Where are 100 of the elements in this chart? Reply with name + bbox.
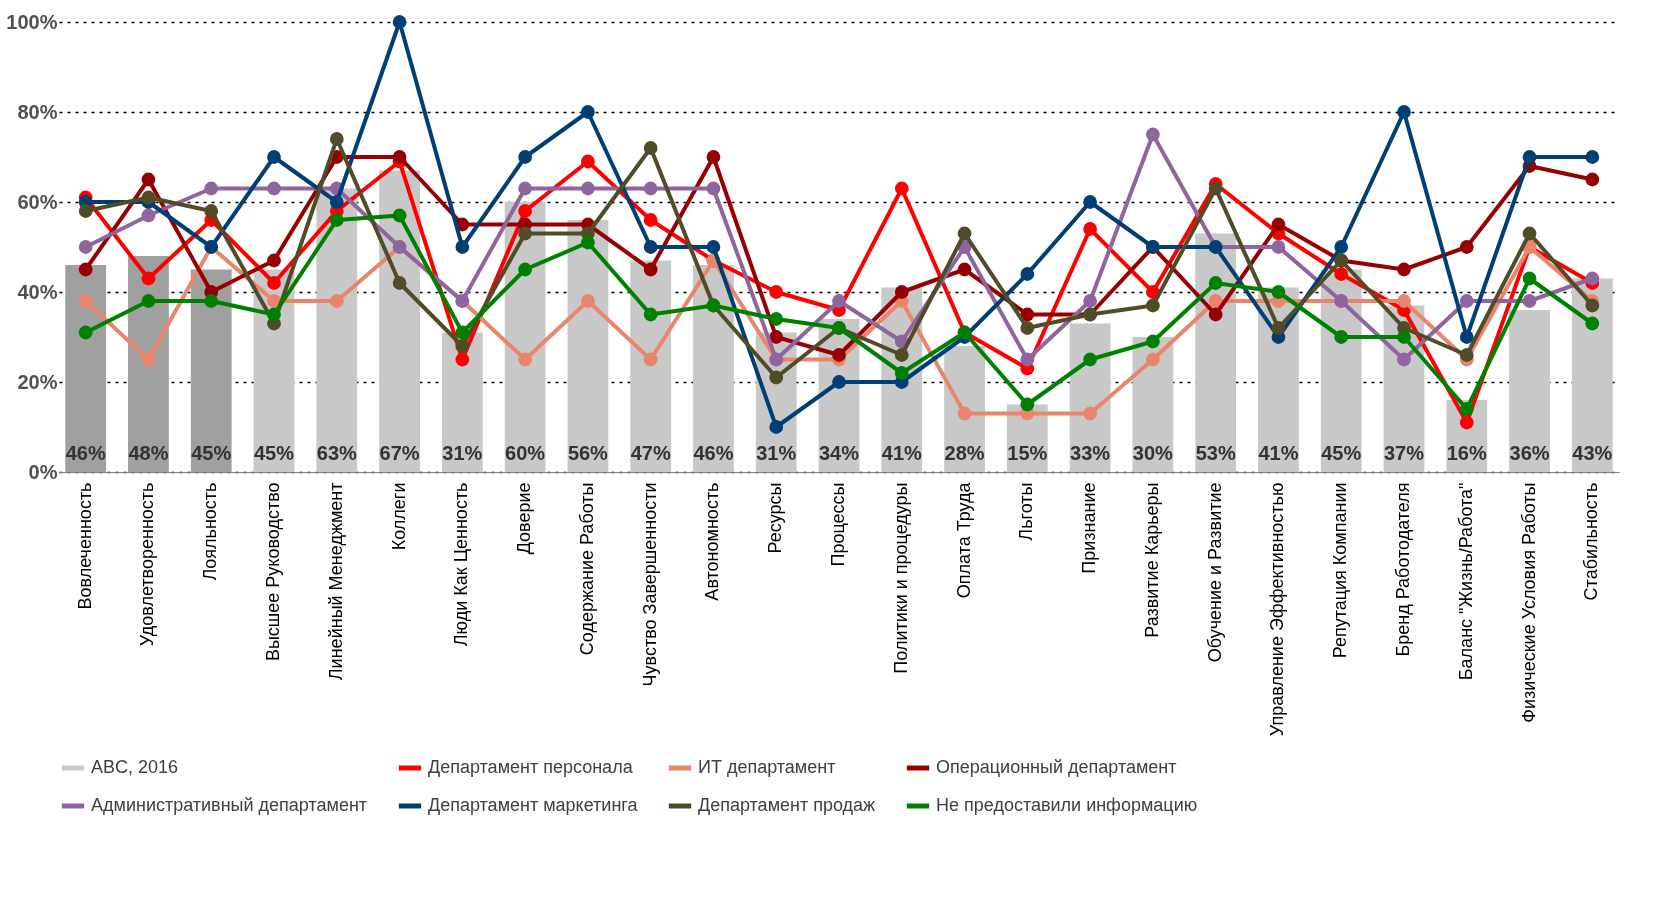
legend-label: Департамент маркетинга [428,795,639,815]
point [518,204,533,218]
data-label: 60% [505,442,546,464]
point [1083,294,1097,308]
x-tick-label: Физические Условия Работы [1518,482,1539,723]
point [1083,195,1097,209]
point [1522,150,1537,164]
point [1145,334,1160,349]
point [1208,181,1223,196]
x-tick-label: Бренд Работодателя [1392,482,1413,657]
point [643,181,658,196]
x-tick-label: Удовлетворенность [137,482,158,647]
data-label: 31% [442,442,483,464]
y-tick-label: 40% [17,280,58,303]
point [267,150,281,164]
y-tick-label: 20% [17,370,58,393]
data-label: 41% [881,442,923,464]
point [769,330,784,344]
point [1459,415,1474,430]
point [518,181,533,196]
data-label: 46% [693,442,734,464]
y-tick-label: 80% [17,100,58,123]
point [1459,348,1474,362]
x-tick-label: Оплата Труда [953,481,974,599]
point [643,240,658,254]
point [329,132,344,146]
x-tick-label: Стабильность [1581,482,1602,601]
point [1585,298,1600,313]
point [581,154,595,169]
x-tick-label: Баланс "Жизнь/Работа" [1455,482,1476,681]
point [141,208,156,223]
point [1020,397,1035,412]
x-tick-label: Признание [1079,482,1100,574]
point [1271,321,1286,335]
data-label: 30% [1132,442,1174,464]
bar [190,269,232,472]
data-label: 45% [1321,442,1362,464]
x-tick-label: Ресурсы [765,482,786,554]
data-label: 28% [944,442,985,464]
point [1397,352,1411,367]
data-label: 45% [253,442,295,464]
point [643,307,658,322]
point [518,150,533,164]
point [1145,298,1160,313]
point [78,240,93,254]
y-tick-label: 60% [17,190,58,213]
point [1397,262,1411,277]
x-tick-label: Политики и процедуры [890,482,911,674]
point [581,105,595,119]
data-label: 36% [1509,442,1550,464]
point [769,370,784,385]
legend-label: ИТ департамент [698,757,836,777]
point [1020,267,1035,281]
x-tick-label: Доверие [514,482,535,555]
point [1397,330,1411,344]
point [1459,294,1474,308]
x-tick-label: Лояльность [200,482,221,581]
point [957,226,972,241]
data-label: 45% [191,442,232,464]
point [392,15,407,29]
point [204,181,219,196]
point [581,181,595,196]
point [1271,240,1286,254]
point [1397,105,1411,119]
bar [65,265,107,472]
x-tick-label: Высшее Руководство [263,482,284,662]
point [1020,321,1035,335]
point [1459,240,1474,254]
point [1145,352,1160,367]
point [392,208,407,223]
legend-label: Департамент персонала [428,757,634,777]
point [141,294,156,308]
point [392,276,407,290]
point [1208,294,1223,308]
point [1522,226,1537,241]
x-tick-label: Содержание Работы [576,482,597,656]
x-tick-label: Репутация Компании [1330,482,1351,659]
data-label: 15% [1007,442,1048,464]
point [581,294,595,308]
bar [441,332,483,472]
point [518,352,533,367]
x-tick-label: Люди Как Ценность [451,482,472,647]
data-label: 33% [1070,442,1111,464]
point [1522,271,1537,286]
point [832,348,846,362]
point [1145,127,1160,142]
point [141,172,156,187]
point [329,195,344,209]
point [455,325,470,340]
point [1208,307,1223,322]
point [1334,330,1349,344]
point [267,276,281,290]
data-label: 43% [1572,442,1613,464]
point [1334,267,1349,281]
legend-label: Не предоставили информацию [936,795,1198,815]
data-label: 37% [1383,442,1425,464]
point [894,348,909,362]
point [267,253,281,268]
point [1083,406,1097,421]
point [1585,172,1600,187]
